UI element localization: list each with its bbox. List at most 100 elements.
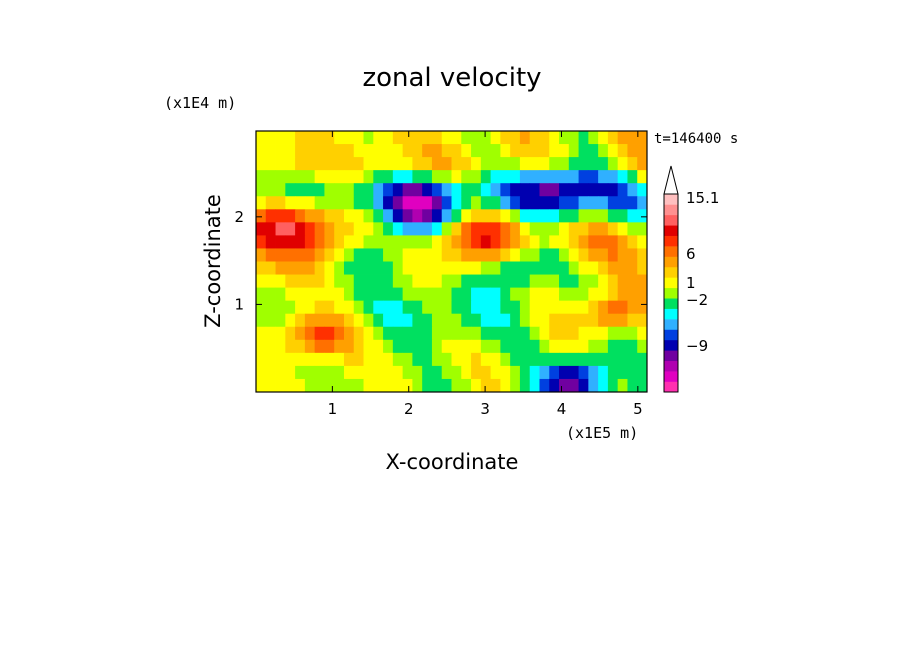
heatmap-cell	[304, 235, 316, 249]
heatmap-cell	[471, 196, 482, 210]
heatmap-cell	[519, 170, 531, 184]
heatmap-cell	[627, 378, 638, 393]
heatmap-cell	[363, 170, 374, 184]
heatmap-cell	[343, 300, 355, 315]
heatmap-cell	[568, 222, 579, 236]
heatmap-cell	[607, 170, 619, 184]
heatmap-cell	[480, 248, 492, 262]
heatmap-cell	[461, 183, 472, 197]
x-tick-label: 1	[328, 400, 338, 418]
heatmap-cell	[500, 196, 511, 210]
heatmap-cell	[578, 248, 589, 262]
heatmap-cell	[471, 131, 482, 145]
heatmap-cell	[422, 131, 433, 145]
heatmap-cell	[275, 352, 286, 367]
heatmap-cell	[588, 261, 599, 275]
heatmap-cell	[568, 287, 579, 302]
heatmap-cell	[285, 287, 296, 302]
heatmap-cell	[431, 144, 443, 158]
colorbar-segment	[664, 329, 678, 341]
heatmap-cell	[549, 313, 560, 328]
heatmap-cell	[637, 300, 648, 315]
heatmap-cell	[559, 144, 570, 158]
heatmap-cell	[353, 300, 364, 315]
heatmap-cell	[607, 248, 619, 262]
heatmap-cell	[617, 131, 628, 145]
heatmap-cell	[265, 365, 276, 380]
heatmap-cell	[451, 222, 462, 236]
x-axis-ticks: 1 2 3 4 5	[328, 131, 643, 418]
heatmap-cell	[529, 170, 540, 184]
heatmap-cell	[353, 157, 364, 171]
heatmap-cell	[431, 300, 443, 315]
heatmap-cell	[412, 157, 423, 171]
heatmap-cell	[549, 222, 560, 236]
heatmap-cell	[314, 287, 325, 302]
heatmap-cell	[461, 300, 472, 315]
heatmap-cell	[461, 287, 472, 302]
heatmap-cell	[568, 196, 579, 210]
heatmap-cell	[500, 222, 511, 236]
heatmap-cell	[510, 222, 521, 236]
heatmap-cell	[480, 300, 492, 315]
heatmap-cell	[343, 248, 355, 262]
heatmap-cell	[295, 131, 306, 145]
heatmap-cell	[314, 248, 325, 262]
heatmap-cell	[598, 261, 609, 275]
heatmap-cell	[256, 352, 267, 367]
heatmap-cell	[402, 170, 413, 184]
heatmap-cell	[451, 326, 462, 341]
heatmap-cell	[314, 313, 325, 328]
heatmap-cell	[471, 352, 482, 367]
heatmap-cell	[588, 157, 599, 171]
heatmap-cell	[334, 352, 345, 367]
heatmap-cell	[343, 144, 355, 158]
heatmap-cell	[627, 339, 638, 354]
heatmap-cell	[519, 196, 531, 210]
heatmap-cell	[422, 144, 433, 158]
heatmap-cell	[422, 352, 433, 367]
heatmap-cell	[607, 326, 619, 341]
heatmap-cell	[588, 313, 599, 328]
heatmap-cell	[559, 352, 570, 367]
heatmap-cell	[598, 365, 609, 380]
heatmap-cell	[314, 144, 325, 158]
heatmap-cell	[441, 378, 452, 393]
heatmap-cell	[598, 157, 609, 171]
heatmap-cell	[383, 235, 394, 249]
heatmap-cell	[431, 131, 443, 145]
heatmap-cell	[607, 261, 619, 275]
heatmap-cell	[588, 222, 599, 236]
heatmap-cell	[519, 209, 531, 223]
heatmap-cell	[441, 261, 452, 275]
heatmap-cell	[353, 365, 364, 380]
heatmap-cell	[383, 326, 394, 341]
heatmap-cell	[510, 326, 521, 341]
colorbar-segment	[664, 256, 678, 268]
heatmap-cell	[412, 274, 423, 288]
heatmap-cell	[334, 274, 345, 288]
heatmap-cell	[314, 209, 325, 223]
heatmap-cell	[461, 131, 472, 145]
heatmap-cell	[265, 196, 276, 210]
heatmap-cell	[451, 378, 462, 393]
heatmap-cell	[304, 209, 316, 223]
heatmap-cell	[510, 157, 521, 171]
heatmap-cell	[480, 222, 492, 236]
heatmap-cell	[510, 235, 521, 249]
heatmap-cell	[383, 157, 394, 171]
heatmap-cell	[500, 144, 511, 158]
heatmap-cell	[285, 274, 296, 288]
heatmap-cell	[441, 287, 452, 302]
heatmap-cell	[607, 222, 619, 236]
colorbar-segment	[664, 214, 678, 226]
heatmap-cell	[549, 131, 560, 145]
heatmap-cell	[334, 183, 345, 197]
heatmap-cell	[519, 365, 531, 380]
heatmap-cell	[353, 209, 364, 223]
heatmap-cell	[392, 183, 404, 197]
heatmap-cell	[402, 157, 413, 171]
heatmap-cell	[510, 287, 521, 302]
heatmap-cell	[637, 144, 648, 158]
heatmap-cell	[265, 287, 276, 302]
